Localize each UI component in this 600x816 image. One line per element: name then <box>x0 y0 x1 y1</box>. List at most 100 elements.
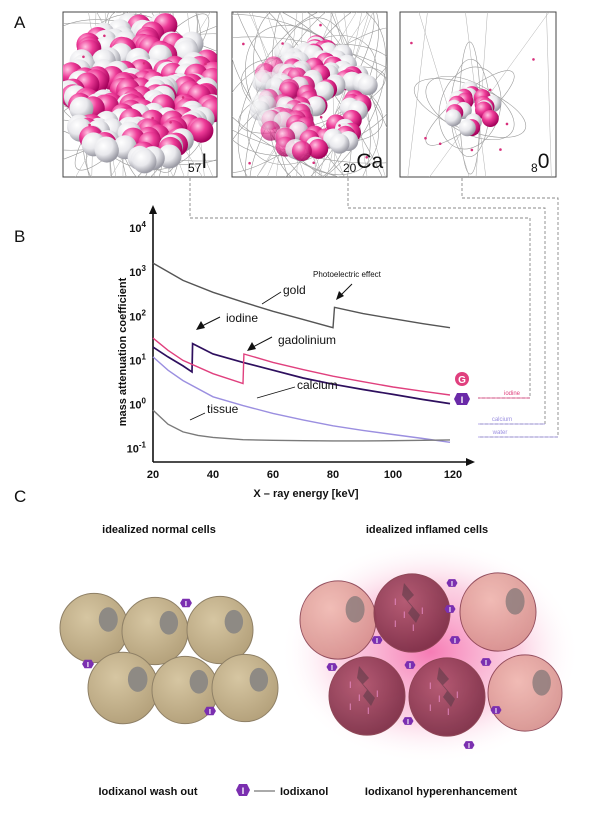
intracellular-iodixanol: I <box>367 706 370 716</box>
iodine-symbol: I <box>201 150 207 173</box>
normal-cells-title: idealized normal cells <box>102 524 216 536</box>
iodixanol-marker-hexagon <box>404 661 416 669</box>
iodine-connector <box>189 178 531 399</box>
intracellular-iodixanol: I <box>447 707 450 717</box>
calcium-curve-label: calcium <box>297 378 338 392</box>
iodixanol-marker-letter: I <box>209 707 211 716</box>
iodixanol-marker: I <box>180 598 192 608</box>
electron-dot <box>281 42 284 45</box>
x-tick-label: 40 <box>207 469 219 481</box>
cell-nucleus <box>224 609 244 634</box>
neutron-ball <box>458 119 476 137</box>
iodixanol-marker-hexagon <box>402 717 414 725</box>
y-tick-exponent: 1 <box>142 352 147 361</box>
normal-cell <box>186 595 254 665</box>
iodine-nucleus-illustration <box>63 12 217 177</box>
gadolinium-marker-letter: G <box>458 375 466 386</box>
intracellular-iodixanol: I <box>438 694 441 704</box>
electron-dot <box>319 115 323 119</box>
y-tick-exponent: -1 <box>139 441 147 450</box>
iodixanol-marker-letter: I <box>185 599 187 608</box>
intracellular-iodixanol: I <box>456 690 459 700</box>
electron-dot <box>488 88 492 92</box>
electron-dot <box>82 55 85 59</box>
iodixanol-marker-letter: I <box>485 659 487 667</box>
y-tick-exponent: 3 <box>142 264 147 273</box>
series-line-gold <box>152 262 451 329</box>
iodixanol-marker: I <box>444 605 456 614</box>
neutron-ball <box>357 75 378 96</box>
iodixanol-marker-hexagon <box>326 663 338 671</box>
oxygen-nucleus-illustration <box>407 12 552 177</box>
intracellular-iodixanol: I <box>412 623 415 633</box>
iodixanol-marker-letter: I <box>454 637 456 645</box>
iodine-element-label: 57I <box>188 150 207 175</box>
y-tick-label: 103 <box>129 264 146 279</box>
series-line-iodine <box>152 342 451 405</box>
y-tick-label: 102 <box>129 308 146 323</box>
proton-ball <box>189 118 214 143</box>
electron-dot <box>181 96 185 99</box>
iodixanol-marker-hexagon <box>463 741 475 749</box>
y-axis-arrow <box>149 205 157 214</box>
electron-dot <box>338 124 341 127</box>
electron-dot <box>470 148 474 152</box>
electron-dot <box>499 148 502 151</box>
atom-panels: 57I 20Ca 80 <box>62 11 557 178</box>
electron-dot <box>365 155 369 159</box>
iodixanol-marker: I <box>82 659 94 669</box>
y-tick-base: 10 <box>127 444 139 456</box>
cell-nucleus <box>249 667 269 692</box>
cell-nucleus <box>532 669 551 696</box>
electron-dot <box>242 42 245 46</box>
iodine-curve-label: iodine <box>226 311 258 325</box>
x-axis-arrow <box>466 458 475 466</box>
iodixanol-marker-letter: I <box>407 718 409 726</box>
legend-text-iodine: iodine <box>504 391 521 397</box>
series-line-gadolinium <box>152 337 451 396</box>
iodixanol-marker-letter: I <box>331 664 333 672</box>
calcium-atomic-number: 20 <box>343 161 357 175</box>
iodixanol-marker: I <box>371 636 383 645</box>
inflamed-cells-title: idealized inflamed cells <box>366 524 488 536</box>
x-axis-title: X – ray energy [keV] <box>253 488 359 500</box>
damaged-nucleus <box>357 666 375 706</box>
iodixanol-marker-hexagon <box>371 636 383 644</box>
calcium-element-label: 20Ca <box>343 150 384 175</box>
panel-c-letter: C <box>14 487 26 506</box>
calcium-symbol: Ca <box>356 150 383 173</box>
calcium-nucleus-illustration <box>232 12 387 177</box>
y-tick-base: 10 <box>129 311 141 323</box>
electron-dot <box>319 23 322 27</box>
iodixanol-marker-letter: I <box>409 662 411 670</box>
iodixanol-marker-letter: I <box>376 637 378 645</box>
neutron-ball <box>132 149 157 174</box>
gadolinium-marker-circle <box>455 372 469 386</box>
cell-nucleus <box>189 669 209 694</box>
iodixanol-marker: I <box>490 706 502 715</box>
y-tick-base: 10 <box>129 355 141 367</box>
iodixanol-marker-hexagon <box>204 706 216 716</box>
iodixanol-marker: I <box>449 636 461 645</box>
intracellular-iodixanol: I <box>429 681 432 691</box>
iodine-marker-hexagon <box>454 393 470 405</box>
iodixanol-marker-hexagon <box>446 579 458 587</box>
iodixanol-marker: I <box>404 661 416 670</box>
electron-dot <box>103 34 106 38</box>
iodixanol-legend: I Iodixanol <box>236 784 328 798</box>
neutron-ball <box>444 109 462 127</box>
x-tick-label: 20 <box>147 469 159 481</box>
tissue-label-leader <box>189 412 206 421</box>
cell-nucleus <box>505 588 525 615</box>
chart-series <box>152 262 451 443</box>
electron-dot <box>505 122 509 126</box>
cell-nucleus <box>127 666 148 692</box>
y-tick-base: 10 <box>129 267 141 279</box>
iodixanol-marker-letter: I <box>451 580 453 588</box>
cell-nucleus <box>98 607 118 632</box>
x-tick-label: 100 <box>384 469 402 481</box>
intracellular-iodixanol: I <box>358 693 361 703</box>
hyperenhancement-caption: Iodixanol hyperenhancement <box>365 786 518 798</box>
